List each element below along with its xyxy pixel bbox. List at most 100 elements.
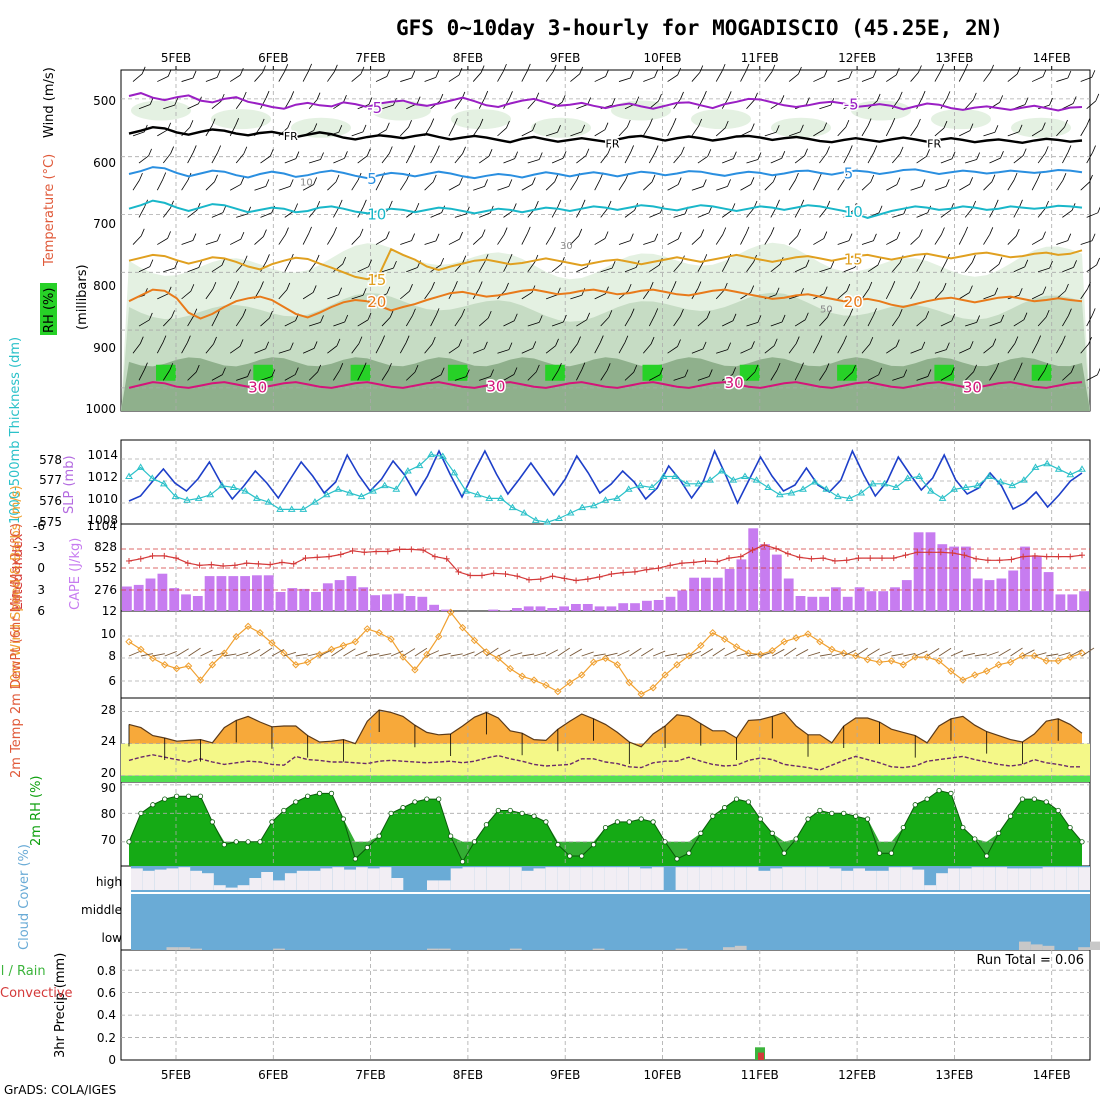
date-label-bottom: 9FEB xyxy=(550,1068,580,1082)
wind-barb-10m xyxy=(1069,649,1083,657)
wind-barb-10m xyxy=(605,652,618,657)
wind-barb-flag xyxy=(848,233,853,241)
wind-barb-flag xyxy=(969,341,974,349)
thickness-point xyxy=(973,481,982,489)
cloud-high-cell xyxy=(770,868,783,890)
thickness-line xyxy=(128,453,1083,523)
wind-barb-flag xyxy=(316,92,321,100)
wind-barb-flag xyxy=(870,174,875,183)
cloud-low-cell xyxy=(1090,941,1100,950)
rh2m-point xyxy=(483,822,489,828)
wind-barb-flag xyxy=(344,151,348,159)
wind-barb xyxy=(576,104,588,110)
wind-barb xyxy=(861,181,872,191)
wind-barb-flag xyxy=(751,341,755,349)
cape-bar xyxy=(192,596,203,611)
thickness-point xyxy=(345,488,354,496)
bottom-date-axis: 5FEB 6FEB 7FEB 8FEB 9FEB 10FEB 11FEB 12FEB 13FEB… xyxy=(161,1068,1071,1082)
thickness-point xyxy=(148,474,157,481)
pressure-tick-800: 800 xyxy=(93,279,116,293)
wind-barb-flag xyxy=(162,335,167,343)
isotherm-label: 10 xyxy=(367,205,386,223)
thickness-point xyxy=(857,488,866,496)
rh2m-point xyxy=(126,839,132,845)
wind-barb xyxy=(260,261,267,272)
wind-barb xyxy=(211,374,223,381)
wind-barb-flag xyxy=(654,70,658,78)
wind-barb-flag xyxy=(140,228,145,236)
cape-bar xyxy=(1067,594,1078,611)
wind-barb-10m xyxy=(795,649,809,657)
cape-bar xyxy=(701,577,711,611)
wind-barb-flag xyxy=(925,311,930,319)
rh2m-point xyxy=(710,813,716,819)
wind-barb xyxy=(721,210,733,218)
isotherm-label: FR xyxy=(606,138,620,151)
wind-barb-flag xyxy=(409,284,413,292)
wind-barb xyxy=(521,347,533,354)
wind-barb-flag xyxy=(780,95,785,103)
slp-thickness-panel xyxy=(121,440,1090,525)
wind-barb-flag xyxy=(320,315,324,323)
wind-barb-flag xyxy=(509,91,513,99)
wind-barb-flag xyxy=(216,70,221,78)
wind-tick-8: 8 xyxy=(108,649,116,663)
rh2m-point xyxy=(614,819,621,825)
wind-barb-flag xyxy=(222,205,227,213)
date-label-top: 14FEB xyxy=(1033,51,1071,65)
wind-barb-flag xyxy=(922,254,926,262)
isotherm-10 xyxy=(128,199,1083,220)
wind-barb xyxy=(497,185,509,191)
wind-barb-flag xyxy=(512,203,517,211)
thickness-point xyxy=(252,494,261,501)
temp-ylabels: 20 24 28 2m Temp 2m DewPt (6hr Min/Max) … xyxy=(9,523,116,780)
wind-barb xyxy=(667,238,679,245)
rh2m-point xyxy=(233,839,239,845)
wind-barb-flag xyxy=(827,310,831,318)
wind-barb-flag xyxy=(677,67,682,76)
wind-barb-flag xyxy=(1042,69,1047,77)
cloud-low-cell xyxy=(1030,944,1043,950)
wind-barb xyxy=(819,370,827,381)
wind-barb-flag xyxy=(702,179,707,187)
wind-barb xyxy=(910,348,922,354)
wind-speed-point xyxy=(184,662,193,670)
wind-barb-flag xyxy=(462,146,466,154)
cloud-low-cell xyxy=(178,947,191,950)
wind-barb-flag xyxy=(513,367,518,375)
wind-barb-flag xyxy=(846,283,851,292)
wind-barb-flag xyxy=(899,146,904,155)
wind-barb-flag xyxy=(627,283,632,292)
wind-barb-flag xyxy=(995,362,1000,371)
wind-barb-flag xyxy=(295,151,300,159)
wind-speed-point xyxy=(208,661,217,669)
wind-barb xyxy=(691,236,702,245)
wind-barb-flag xyxy=(921,90,926,99)
wind-barb-10m xyxy=(986,651,999,657)
wind-speed-point xyxy=(315,650,324,659)
wind-barb-10m xyxy=(664,653,678,657)
wind-barb-flag xyxy=(854,96,858,104)
wind-barb-flag xyxy=(945,342,950,350)
wind-barb-flag xyxy=(552,64,557,72)
cape-tick-828: 828 xyxy=(94,540,117,554)
wind-barb xyxy=(837,342,844,354)
wind-barb-10m xyxy=(760,651,773,657)
wind-barb-flag xyxy=(247,369,251,377)
wind-barb-flag xyxy=(854,260,859,268)
wind-barb-flag xyxy=(586,312,591,320)
wind-barb xyxy=(794,266,807,273)
wind-barb xyxy=(843,152,850,164)
wind-barb xyxy=(813,342,820,354)
wind-barb-10m xyxy=(164,651,177,657)
wind-barb-flag xyxy=(149,259,154,267)
cloud-high-cell xyxy=(1019,868,1031,890)
wind-barb-flag xyxy=(1015,228,1020,237)
wind-speed-point xyxy=(935,657,943,665)
wind-barb-flag xyxy=(1089,174,1093,183)
slp-axis-label: SLP (mb) xyxy=(62,455,77,514)
temp-tick-24: 24 xyxy=(101,734,116,748)
wind-barb-flag xyxy=(721,63,726,72)
pressure-tick-600: 600 xyxy=(93,156,116,170)
